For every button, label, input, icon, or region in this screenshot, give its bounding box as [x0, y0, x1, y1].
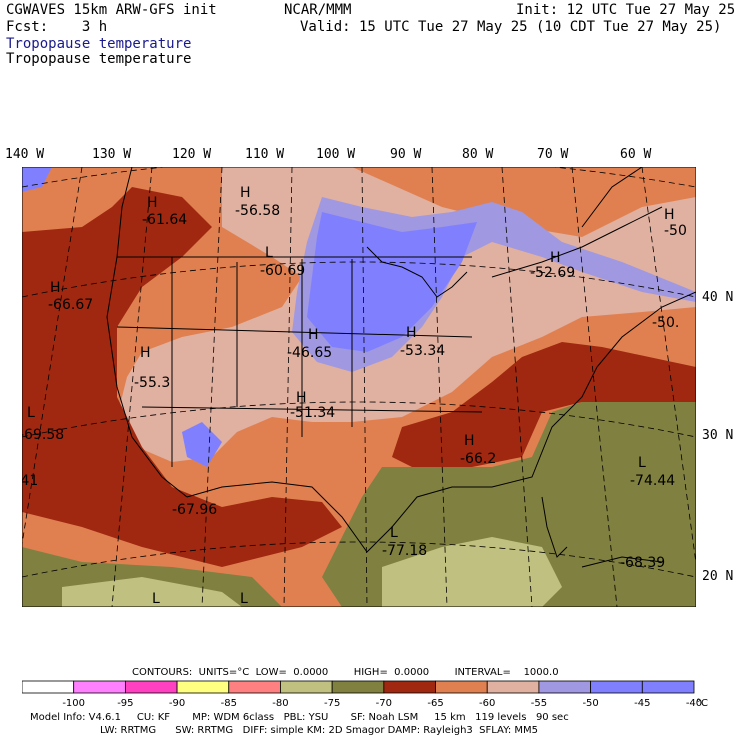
- extremum-letter: H: [147, 195, 158, 211]
- colorbar-tick-label: -50: [582, 698, 598, 709]
- graticule: [22, 167, 696, 607]
- colorbar-tick-label: -90: [169, 698, 185, 709]
- extremum-letter: L: [240, 591, 248, 607]
- extremum-value: -66.67: [48, 297, 93, 313]
- extremum-value: -50: [664, 223, 687, 239]
- color-swatch: [383, 680, 436, 694]
- init-time: Init: 12 UTC Tue 27 May 25: [516, 2, 736, 18]
- color-swatch: [435, 680, 488, 694]
- color-swatch: [73, 680, 126, 694]
- extremum-letter: H: [406, 325, 417, 341]
- color-swatch: [486, 680, 540, 694]
- color-swatch: [538, 680, 592, 694]
- extremum-letter: H: [140, 345, 151, 361]
- extremum-value: -53.34: [400, 343, 445, 359]
- colorbar-tick-label: -65: [427, 698, 443, 709]
- colorbar-tick-label: -45: [634, 698, 650, 709]
- color-swatch: [22, 680, 75, 694]
- lon-label: 100 W: [316, 147, 356, 162]
- color-swatch: [176, 680, 230, 694]
- extremum-letter: H: [664, 207, 675, 223]
- organization: NCAR/MMM: [284, 2, 352, 18]
- colorbar-tick-label: -60: [479, 698, 495, 709]
- extremum-letter: H: [296, 390, 307, 406]
- model-info-line2: LW: RRTMG SW: RRTMG DIFF: simple KM: 2D …: [100, 725, 539, 736]
- color-swatch: [228, 680, 281, 694]
- color-swatch: [590, 680, 643, 694]
- extremum-value: .41: [22, 473, 38, 489]
- extremum-letter: L: [265, 245, 273, 261]
- extremum-letter: L: [152, 591, 160, 607]
- lon-label: 120 W: [172, 147, 212, 162]
- extremum-value: -77.18: [382, 543, 427, 559]
- field-title-2: Tropopause temperature: [6, 51, 192, 67]
- forecast-hour: Fcst: 3 h: [6, 19, 108, 35]
- extremum-value: -46.65: [287, 345, 332, 361]
- extremum-value: -74.44: [630, 473, 675, 489]
- extremum-value: -67.96: [172, 502, 217, 518]
- lon-label: 80 W: [462, 147, 494, 162]
- extremum-value: -61.64: [142, 212, 187, 228]
- lon-label: 110 W: [245, 147, 285, 162]
- extremum-letter: L: [27, 405, 35, 421]
- extremum-value: -69.58: [22, 427, 64, 443]
- color-swatch: [124, 680, 178, 694]
- contours-info: CONTOURS: UNITS=°C LOW= 0.0000 HIGH= 0.0…: [132, 667, 559, 678]
- extremum-value: -50.: [652, 315, 679, 331]
- extremum-value: -56.58: [235, 203, 280, 219]
- extremum-value: -55.3: [134, 375, 170, 391]
- shade-khaki: [62, 577, 242, 607]
- colorbar-unit: °C: [696, 698, 708, 709]
- shade-blue: [182, 422, 222, 467]
- extremum-letter: L: [638, 455, 646, 471]
- colorbar-tick-label: -70: [376, 698, 392, 709]
- colorbar-tick-label: -55: [531, 698, 547, 709]
- lon-label: 130 W: [92, 147, 132, 162]
- lat-label: 30 N: [702, 428, 734, 443]
- coastlines: [106, 167, 696, 568]
- model-title: CGWAVES 15km ARW-GFS init: [6, 2, 217, 18]
- extremum-letter: H: [240, 185, 251, 201]
- shade-blue: [22, 167, 52, 192]
- field-title-1: Tropopause temperature: [6, 36, 192, 52]
- color-swatch: [331, 680, 385, 694]
- extremum-letter: H: [50, 280, 61, 296]
- extremum-value: -68.39: [620, 555, 665, 571]
- lat-label: 20 N: [702, 569, 734, 584]
- extremum-letter: H: [308, 327, 319, 343]
- colorbar-tick-label: -75: [324, 698, 340, 709]
- colorbar-tick-label: -100: [62, 698, 85, 709]
- model-info-line1: Model Info: V4.6.1 CU: KF MP: WDM 6class…: [30, 712, 569, 723]
- colorbar-tick-label: -95: [117, 698, 133, 709]
- extremum-letter: H: [464, 433, 475, 449]
- colorbar-tick-label: -85: [221, 698, 237, 709]
- extremum-value: -66.2: [460, 451, 496, 467]
- lon-label: 60 W: [620, 147, 652, 162]
- color-legend: -100 -95 -90 -85 -80 -75 -70 -65 -60 -55 -50 -45 -40…: [22, 680, 708, 709]
- colorbar-tick-label: -80: [272, 698, 288, 709]
- extremum-value: -51.34: [290, 405, 335, 421]
- color-swatch: [280, 680, 333, 694]
- tropopause-temperature-map: H -61.64 H -56.58 L -60.69 H -66.67 H -5…: [22, 167, 696, 607]
- lon-label: 140 W: [5, 147, 45, 162]
- color-swatch: [641, 680, 695, 694]
- colorbar-tick-label: -40: [686, 698, 702, 709]
- shade-olive: [322, 402, 696, 607]
- lon-label: 70 W: [537, 147, 569, 162]
- extremum-letter: H: [550, 250, 561, 266]
- shade-khaki: [382, 537, 562, 607]
- lat-label: 40 N: [702, 290, 734, 305]
- shade-darkred: [392, 342, 696, 472]
- extremum-value: -52.69: [530, 265, 575, 281]
- extremum-value: -60.69: [260, 263, 305, 279]
- valid-time: Valid: 15 UTC Tue 27 May 25 (10 CDT Tue …: [300, 19, 722, 35]
- lon-label: 90 W: [390, 147, 422, 162]
- extremum-letter: L: [390, 525, 398, 541]
